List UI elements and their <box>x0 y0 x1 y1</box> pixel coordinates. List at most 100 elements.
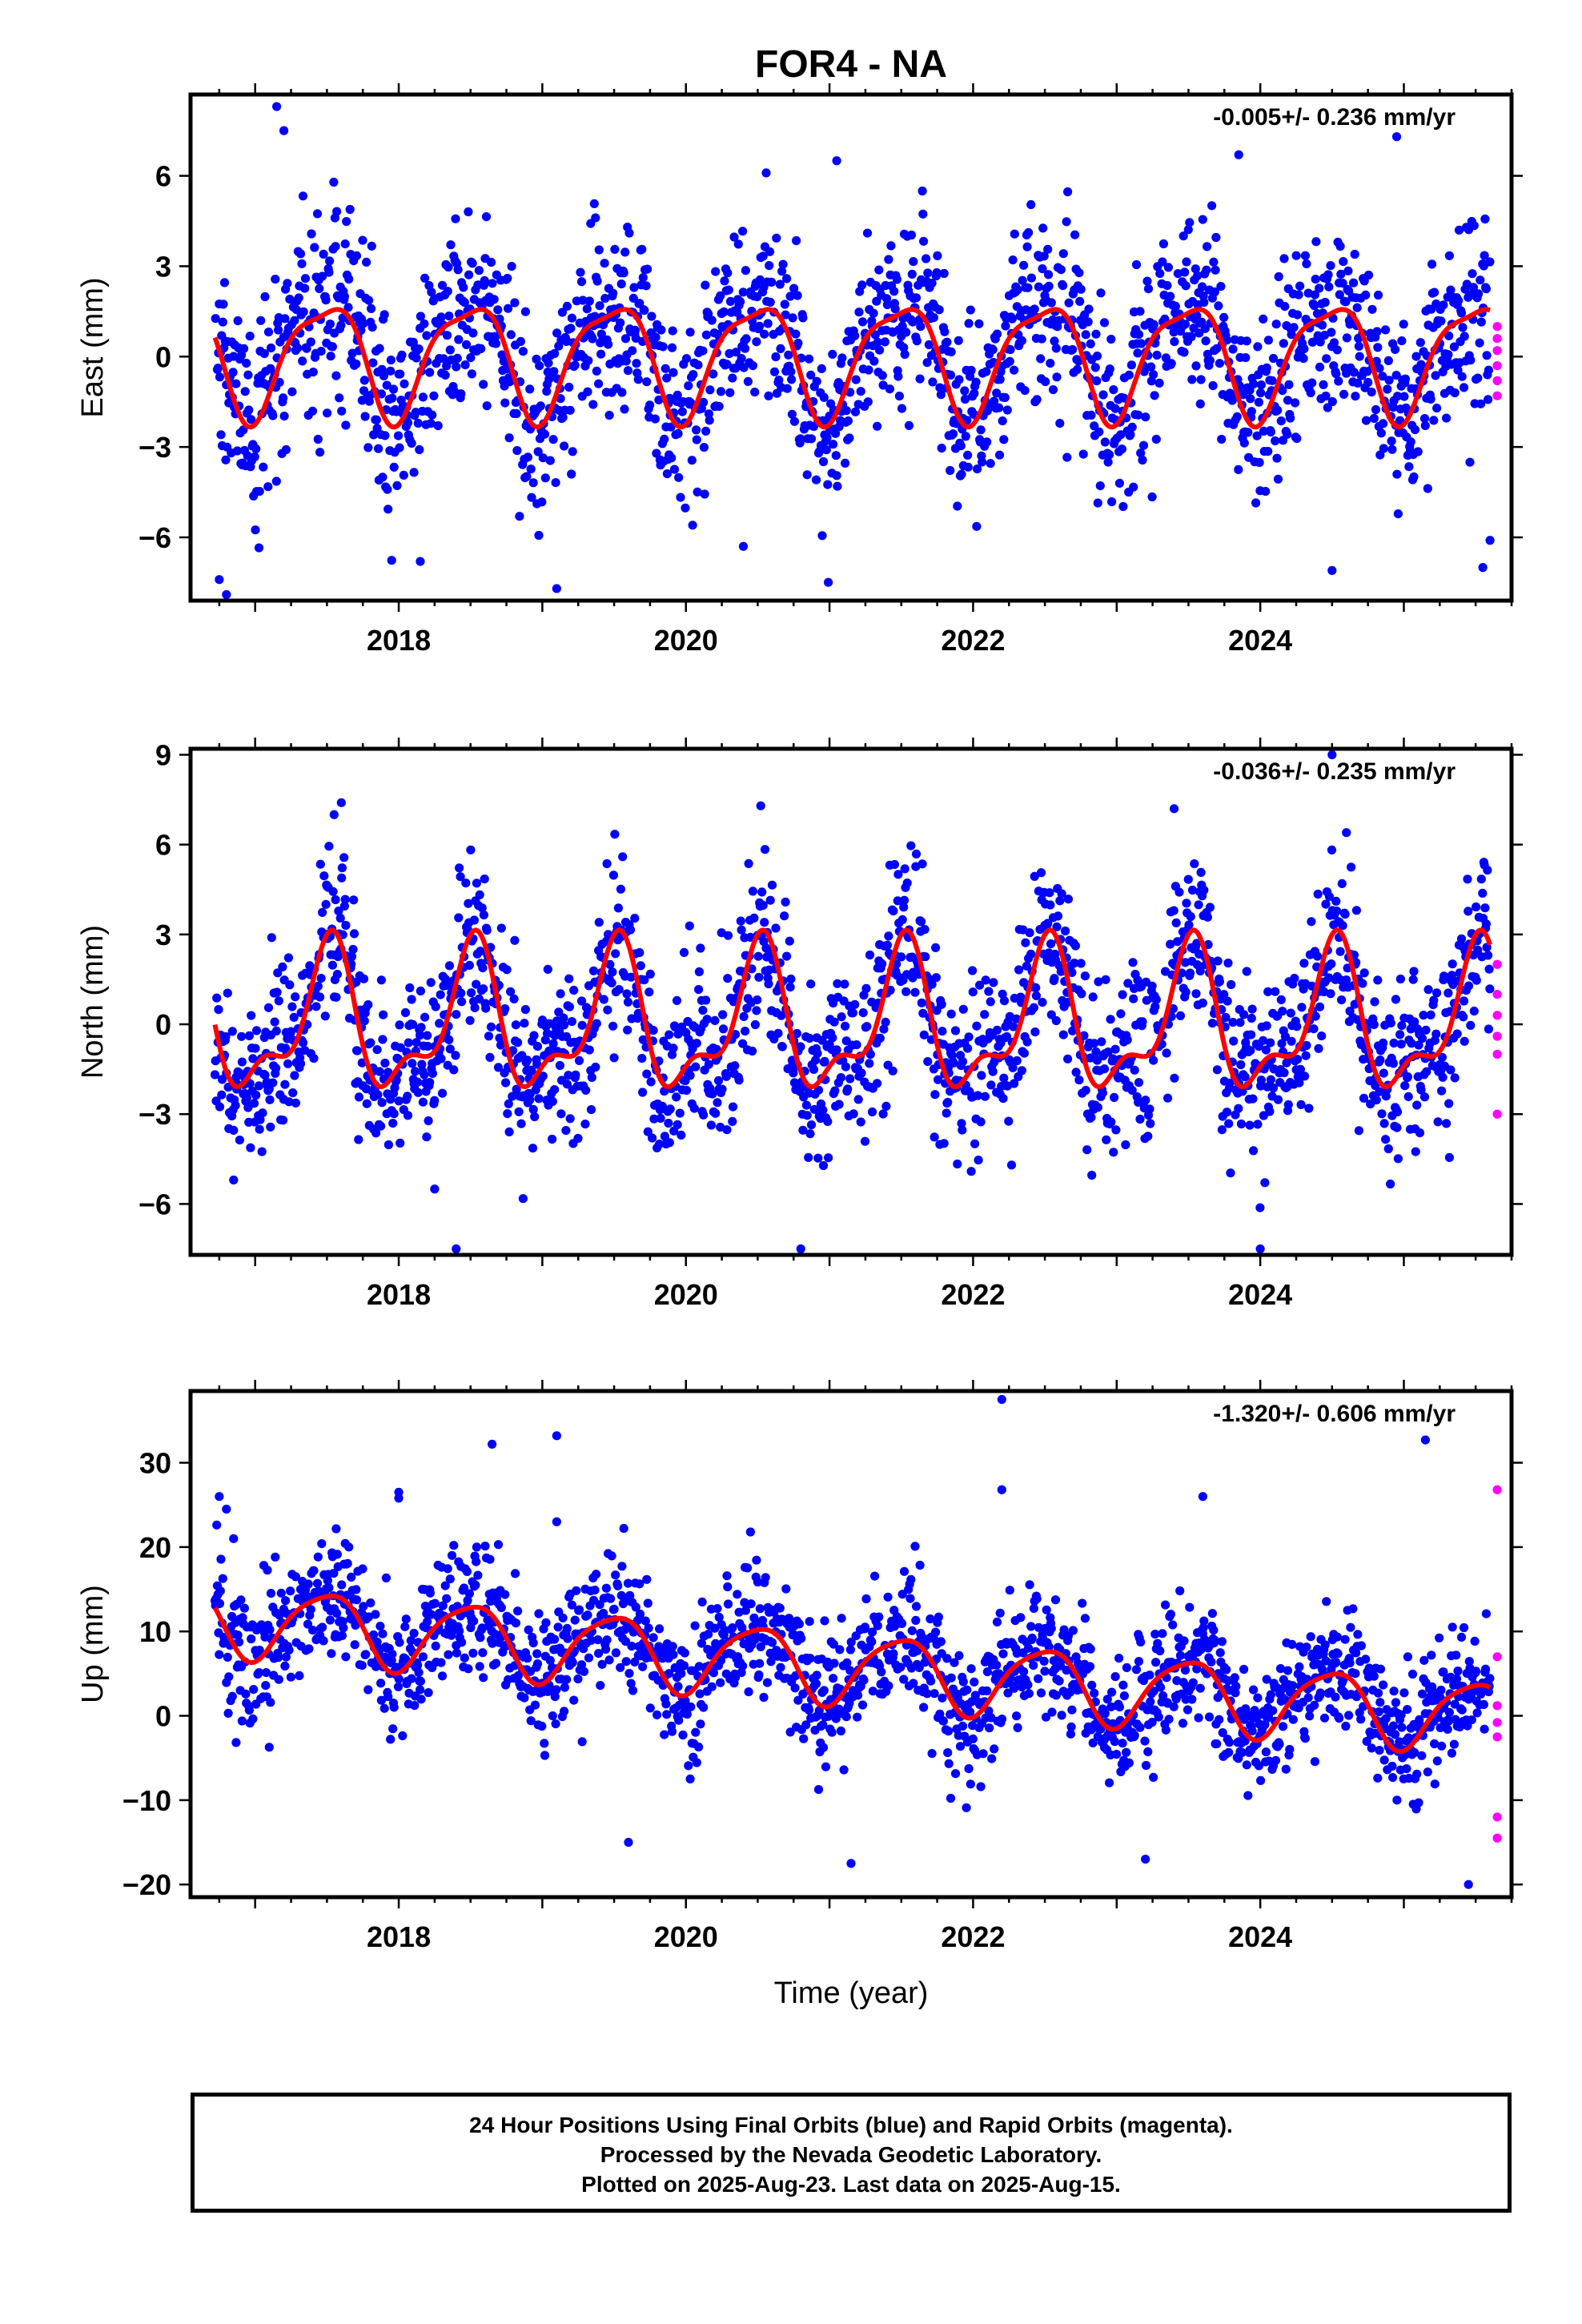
outlier-point <box>1327 750 1337 760</box>
data-point <box>1052 372 1062 382</box>
data-point <box>1361 416 1371 425</box>
data-point <box>416 1031 425 1040</box>
data-point <box>874 265 884 275</box>
data-point <box>1036 868 1046 878</box>
data-point <box>710 1015 720 1025</box>
data-point <box>212 993 222 1003</box>
data-point <box>512 408 521 419</box>
data-point <box>460 360 470 370</box>
data-point <box>1064 298 1074 308</box>
data-point <box>974 319 984 328</box>
data-point <box>1373 290 1383 300</box>
data-point <box>785 983 795 992</box>
data-point <box>681 1085 692 1096</box>
data-point <box>317 1539 327 1549</box>
data-point <box>472 879 482 888</box>
data-point <box>861 983 871 993</box>
data-point <box>1466 1020 1476 1030</box>
data-point <box>628 1686 638 1695</box>
chart-title: FOR4 - NA <box>755 43 947 86</box>
data-point <box>823 1116 833 1126</box>
y-axis-label: East (mm) <box>76 277 110 417</box>
data-point <box>462 340 472 349</box>
data-point <box>1134 1078 1144 1088</box>
data-point <box>893 870 903 879</box>
data-point <box>962 1803 971 1812</box>
data-point <box>592 1019 601 1028</box>
data-point <box>337 1580 347 1590</box>
data-point <box>1057 889 1066 899</box>
data-point <box>1126 430 1135 440</box>
data-point <box>265 1625 275 1634</box>
data-point <box>1138 1017 1147 1027</box>
data-point <box>503 273 512 283</box>
data-point <box>543 964 552 974</box>
data-point <box>1347 862 1356 872</box>
data-point <box>1020 386 1030 396</box>
data-point <box>943 1748 953 1758</box>
data-point <box>1332 907 1342 916</box>
data-point <box>638 273 648 283</box>
data-point <box>339 1623 348 1633</box>
data-point <box>288 1088 298 1098</box>
data-point <box>660 1730 669 1739</box>
data-point <box>1295 1078 1304 1088</box>
data-point <box>1078 449 1088 459</box>
data-point <box>1179 348 1189 357</box>
data-point <box>859 991 869 1000</box>
data-point <box>716 387 726 396</box>
data-point <box>821 1762 831 1771</box>
data-point <box>379 1703 389 1713</box>
data-point <box>1410 425 1420 435</box>
data-point <box>1263 336 1273 345</box>
data-point <box>466 353 476 363</box>
data-point <box>560 1707 569 1716</box>
data-point <box>375 344 384 353</box>
data-point <box>1287 330 1296 340</box>
data-point <box>1136 339 1146 348</box>
data-point <box>1195 399 1205 408</box>
data-point <box>592 366 601 376</box>
data-point <box>1150 391 1159 400</box>
data-point <box>805 1654 815 1663</box>
data-point <box>1045 888 1054 898</box>
data-point <box>1211 232 1221 243</box>
data-point <box>1122 1035 1132 1045</box>
data-point <box>1311 275 1320 284</box>
data-point <box>1029 1003 1038 1012</box>
data-point <box>558 1613 568 1622</box>
data-point <box>753 951 763 961</box>
data-point <box>359 376 369 385</box>
data-point <box>286 1027 295 1036</box>
data-point <box>673 390 682 400</box>
data-point <box>711 267 721 276</box>
data-point <box>1419 414 1430 424</box>
data-point <box>623 366 633 376</box>
data-point <box>471 1580 480 1590</box>
data-point <box>236 1595 246 1605</box>
data-point <box>560 1020 569 1030</box>
data-point <box>1043 919 1053 928</box>
data-point <box>649 1114 659 1124</box>
data-point <box>1207 1019 1217 1028</box>
data-point <box>1421 1025 1431 1035</box>
data-point <box>212 1520 222 1530</box>
y-tick-label: 9 <box>155 738 171 771</box>
data-point <box>897 952 906 962</box>
data-point <box>793 338 803 348</box>
data-point <box>267 933 276 943</box>
data-point <box>359 974 369 983</box>
data-point <box>1336 269 1346 279</box>
data-point <box>298 1038 308 1047</box>
data-point <box>970 1139 980 1148</box>
data-point <box>409 1628 419 1638</box>
data-point <box>661 364 670 373</box>
data-point <box>1373 975 1383 985</box>
data-point <box>998 1094 1008 1104</box>
data-point <box>931 973 941 983</box>
data-point <box>943 1727 954 1736</box>
data-point <box>464 1589 475 1598</box>
data-point <box>1205 356 1215 365</box>
data-point <box>1391 344 1400 354</box>
data-point <box>1415 338 1425 348</box>
